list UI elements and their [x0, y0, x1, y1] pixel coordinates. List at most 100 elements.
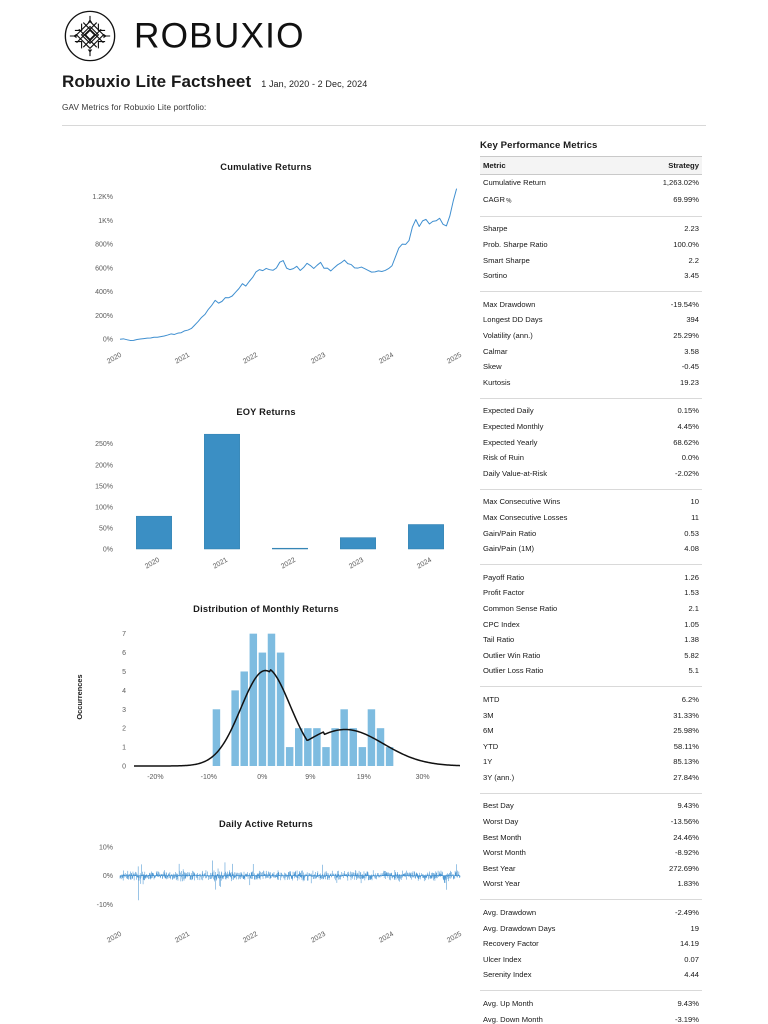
table-row: Worst Year 1.83% [480, 876, 702, 892]
histogram-bar [340, 709, 348, 766]
svg-text:2024: 2024 [378, 931, 395, 945]
metric-value: 68.62% [673, 437, 699, 447]
histogram-bar [295, 728, 303, 766]
svg-text:200%: 200% [95, 313, 113, 320]
metric-value: 14.19 [679, 939, 699, 949]
column-header-strategy: Strategy [633, 156, 702, 175]
table-row: Ulcer Index 0.07 [480, 952, 702, 968]
metric-value: 9.43% [677, 801, 699, 811]
metric-name: Ulcer Index [483, 954, 522, 964]
svg-text:50%: 50% [99, 525, 113, 532]
svg-text:10%: 10% [99, 844, 113, 851]
table-row: Prob. Sharpe Ratio 100.0% [480, 237, 702, 253]
metric-value: 272.69% [669, 863, 699, 873]
svg-text:7: 7 [122, 631, 126, 638]
metric-value: -3.19% [674, 1014, 699, 1024]
table-row: Tail Ratio 1.38 [480, 632, 702, 648]
metric-value: 1,263.02% [662, 178, 699, 188]
table-row: Best Month 24.46% [480, 829, 702, 845]
histogram-bar [358, 747, 367, 766]
svg-text:2023: 2023 [310, 931, 327, 945]
metric-value: -2.02% [674, 468, 699, 478]
metric-value: 11 [691, 512, 699, 522]
metric-value: -13.56% [670, 817, 699, 827]
metrics-group-divider [480, 481, 702, 490]
table-row: Risk of Ruin 0.0% [480, 450, 702, 466]
metric-name: Expected Daily [483, 406, 534, 416]
metric-name: Outlier Loss Ratio [483, 666, 544, 676]
metric-name: Serenity Index [483, 970, 532, 980]
metric-value: 1.05 [684, 619, 699, 629]
histogram-bar [385, 747, 394, 766]
metric-value: 3.45 [684, 271, 699, 281]
metric-name: Worst Month [483, 848, 526, 858]
svg-text:2022: 2022 [242, 352, 259, 366]
table-row: Longest DD Days 394 [480, 312, 702, 328]
metric-value: -8.92% [674, 848, 699, 858]
histogram-bar [240, 671, 248, 766]
metric-name: CAGR﹪ [483, 194, 513, 204]
svg-text:2021: 2021 [174, 352, 191, 366]
metric-name: MTD [483, 694, 500, 704]
svg-text:0%: 0% [257, 774, 267, 781]
metric-name: Kurtosis [483, 377, 511, 387]
svg-text:250%: 250% [95, 441, 113, 448]
table-row: Best Year 272.69% [480, 861, 702, 877]
metric-name: Payoff Ratio [483, 572, 525, 582]
table-row: Volatility (ann.) 25.29% [480, 328, 702, 344]
metric-name: Avg. Up Month [483, 999, 534, 1009]
table-row: Avg. Up Month 9.43% [480, 996, 702, 1012]
metric-value: 2.23 [684, 224, 699, 234]
table-row: Avg. Drawdown Days 19 [480, 920, 702, 936]
svg-text:2020: 2020 [144, 557, 161, 571]
metric-value: 0.07 [684, 954, 699, 964]
metric-name: Best Year [483, 863, 516, 873]
metric-name: 3M [483, 710, 494, 720]
table-row: Daily Value-at-Risk -2.02% [480, 466, 702, 482]
metric-name: Expected Monthly [483, 422, 544, 432]
metrics-group-divider [480, 891, 702, 901]
svg-text:9%: 9% [305, 774, 315, 781]
metrics-title: Key Performance Metrics [480, 140, 598, 151]
metric-name: Volatility (ann.) [483, 331, 533, 341]
metric-name: Longest DD Days [483, 315, 543, 325]
metric-value: 100.0% [673, 240, 699, 250]
kde-curve [134, 669, 461, 767]
eoy-bar [272, 547, 308, 550]
histogram-bar [313, 728, 321, 766]
table-row: Common Sense Ratio 2.1 [480, 601, 702, 617]
svg-text:0%: 0% [103, 873, 113, 880]
table-row: 6M 25.98% [480, 723, 702, 739]
metric-value: 0.53 [684, 528, 699, 538]
table-row: Avg. Down Month -3.19% [480, 1011, 702, 1024]
histogram-bar [276, 652, 285, 766]
y-axis-label: Occurrences [75, 674, 84, 719]
robuxio-knot-logo-icon [62, 8, 118, 64]
eoy-returns-plot: 0% 50% 100% 150% 200% 250% 2020 2021 2022 2023 202… [95, 433, 444, 571]
metric-value: 2.2 [688, 255, 699, 265]
page-subtitle: GAV Metrics for Robuxio Lite portfolio: [62, 103, 207, 112]
table-row: Recovery Factor 14.19 [480, 936, 702, 952]
svg-text:19%: 19% [357, 774, 371, 781]
metrics-group-divider [480, 208, 702, 217]
table-row: MTD 6.2% [480, 692, 702, 708]
header-divider [62, 125, 706, 126]
table-row: Gain/Pain (1M) 4.08 [480, 541, 702, 557]
column-header-metric: Metric [480, 156, 634, 175]
metrics-group-divider [480, 785, 702, 794]
metrics-group-divider [480, 283, 702, 293]
metric-value: -2.49% [674, 908, 699, 918]
table-row: Sharpe 2.23 [480, 221, 702, 237]
chart-eoy-returns: EOY Returns 0% 50% 100% 150% 200% 250% 2020 202… [62, 407, 470, 600]
svg-text:0%: 0% [103, 337, 113, 344]
metric-name: Worst Year [483, 879, 521, 889]
metric-name: Max Consecutive Losses [483, 512, 568, 522]
metric-value: 4.45% [677, 422, 699, 432]
metric-name: Daily Value-at-Risk [483, 468, 548, 478]
table-row: Gain/Pain Ratio 0.53 [480, 525, 702, 541]
metric-name: Smart Sharpe [483, 255, 530, 265]
table-row: Worst Month -8.92% [480, 845, 702, 861]
table-row: Max Consecutive Losses 11 [480, 510, 702, 526]
metric-name: Recovery Factor [483, 939, 539, 949]
metric-value: 0.0% [681, 453, 699, 463]
